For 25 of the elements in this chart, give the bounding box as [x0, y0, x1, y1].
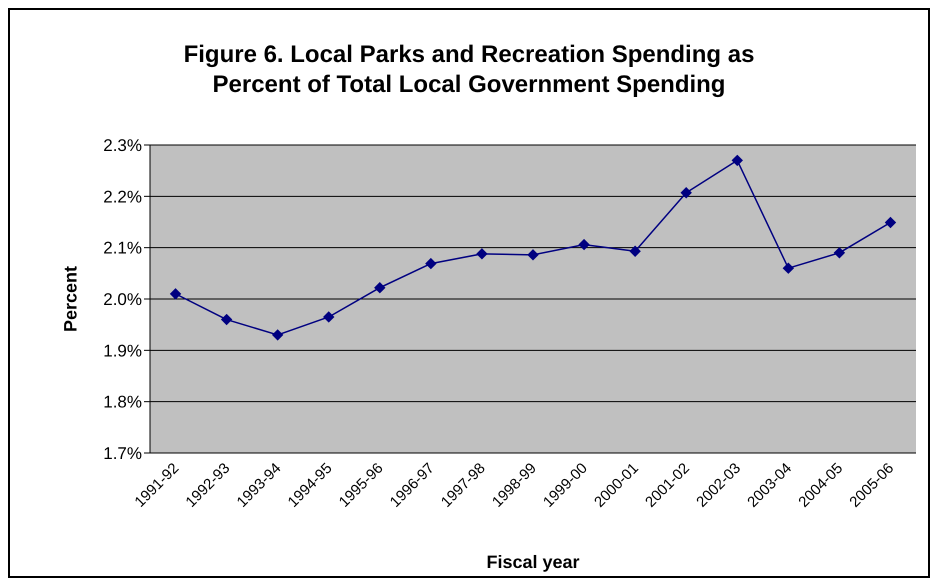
y-tick-label: 1.8%	[103, 392, 142, 412]
point	[834, 247, 845, 258]
y-tick-label: 2.3%	[103, 136, 142, 156]
y-tick-label: 1.9%	[103, 341, 142, 360]
y-axis-title: Percent	[60, 266, 80, 332]
point	[528, 249, 538, 260]
point	[476, 248, 488, 260]
point	[884, 217, 896, 228]
point	[732, 154, 743, 166]
point	[680, 187, 692, 198]
point	[323, 311, 334, 322]
point	[578, 239, 590, 250]
y-tick-label: 2.2%	[103, 187, 142, 206]
x-axis-title: Fiscal year	[486, 552, 580, 572]
point	[374, 282, 386, 294]
point	[782, 262, 794, 274]
point	[221, 314, 232, 326]
y-tick-label: 1.7%	[103, 444, 142, 464]
chart-title: Figure 6. Local Parks and Recreation Spending as Percent of Total Local Government Spending	[182, 40, 756, 100]
point	[272, 329, 284, 340]
y-tick-label: 2.0%	[103, 290, 142, 310]
point	[170, 288, 182, 300]
point	[630, 246, 641, 257]
y-tick-label: 2.1%	[103, 238, 142, 258]
point	[425, 258, 436, 270]
